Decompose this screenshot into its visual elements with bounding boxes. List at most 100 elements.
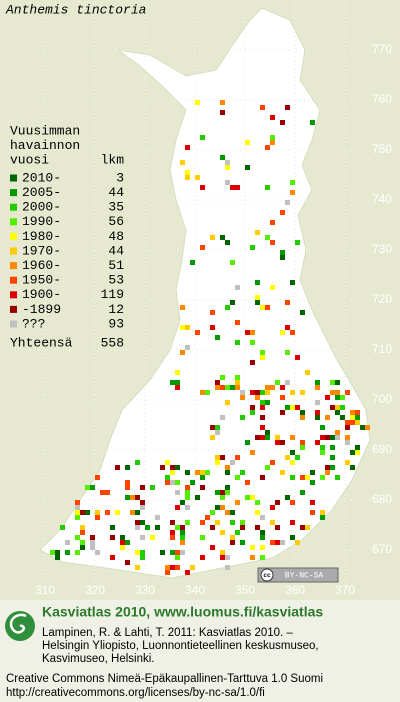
record-dot bbox=[230, 535, 235, 540]
record-dot bbox=[295, 455, 300, 460]
record-dot bbox=[125, 560, 130, 565]
record-dot bbox=[270, 115, 275, 120]
record-dot bbox=[250, 555, 255, 560]
record-dot bbox=[215, 430, 220, 435]
record-dot bbox=[165, 475, 170, 480]
record-dot bbox=[215, 460, 220, 465]
record-dot bbox=[270, 285, 275, 290]
record-dot bbox=[245, 165, 250, 170]
northing-label: 770 bbox=[372, 42, 392, 56]
record-dot bbox=[170, 550, 175, 555]
record-dot bbox=[65, 540, 70, 545]
record-dot bbox=[220, 555, 225, 560]
record-dot bbox=[340, 395, 345, 400]
record-dot bbox=[320, 435, 325, 440]
record-dot bbox=[245, 480, 250, 485]
record-dot bbox=[335, 435, 340, 440]
record-dot bbox=[225, 565, 230, 570]
record-dot bbox=[270, 385, 275, 390]
record-dot bbox=[120, 535, 125, 540]
record-dot bbox=[135, 460, 140, 465]
record-dot bbox=[265, 430, 270, 435]
record-dot bbox=[270, 460, 275, 465]
northing-label: 730 bbox=[372, 242, 392, 256]
records bbox=[50, 100, 370, 575]
record-dot bbox=[235, 380, 240, 385]
record-dot bbox=[280, 470, 285, 475]
record-dot bbox=[140, 535, 145, 540]
footer-background bbox=[0, 600, 400, 702]
record-dot bbox=[90, 540, 95, 545]
record-dot bbox=[170, 565, 175, 570]
record-dot bbox=[245, 330, 250, 335]
record-dot bbox=[230, 260, 235, 265]
record-dot bbox=[135, 550, 140, 555]
record-dot bbox=[55, 555, 60, 560]
record-dot bbox=[355, 415, 360, 420]
record-dot bbox=[275, 440, 280, 445]
record-dot bbox=[320, 425, 325, 430]
badge-icon-text: cc bbox=[263, 572, 271, 579]
record-dot bbox=[195, 100, 200, 105]
record-dot bbox=[330, 445, 335, 450]
legend-count: 119 bbox=[101, 287, 124, 302]
record-dot bbox=[90, 485, 95, 490]
legend-total-label: Yhteensä bbox=[10, 335, 73, 350]
record-dot bbox=[75, 515, 80, 520]
record-dot bbox=[185, 505, 190, 510]
record-dot bbox=[80, 530, 85, 535]
record-dot bbox=[260, 355, 265, 360]
record-dot bbox=[220, 550, 225, 555]
easting-label: 340 bbox=[185, 583, 205, 597]
record-dot bbox=[290, 390, 295, 395]
record-dot bbox=[225, 160, 230, 165]
record-dot bbox=[310, 510, 315, 515]
footer-text: Lampinen, R. & Lahti, T. 2011: Kasviatla… bbox=[6, 627, 323, 699]
northing-label: 690 bbox=[372, 442, 392, 456]
easting-label: 350 bbox=[235, 583, 255, 597]
record-dot bbox=[280, 250, 285, 255]
record-dot bbox=[220, 375, 225, 380]
record-dot bbox=[330, 380, 335, 385]
record-dot bbox=[140, 500, 145, 505]
record-dot bbox=[285, 380, 290, 385]
legend-count: 56 bbox=[108, 214, 124, 229]
legend-swatch bbox=[10, 189, 17, 197]
record-dot bbox=[90, 545, 95, 550]
record-dot bbox=[185, 175, 190, 180]
record-dot bbox=[230, 300, 235, 305]
record-dot bbox=[150, 485, 155, 490]
citation-line: Helsingin Yliopisto, Luonnontieteellinen… bbox=[42, 640, 319, 652]
record-dot bbox=[285, 105, 290, 110]
record-dot bbox=[300, 525, 305, 530]
record-dot bbox=[90, 535, 95, 540]
record-dot bbox=[80, 510, 85, 515]
easting-label: 330 bbox=[135, 583, 155, 597]
record-dot bbox=[285, 300, 290, 305]
record-dot bbox=[170, 470, 175, 475]
record-dot bbox=[110, 535, 115, 540]
record-dot bbox=[215, 335, 220, 340]
record-dot bbox=[305, 475, 310, 480]
record-dot bbox=[225, 470, 230, 475]
legend-swatch bbox=[10, 276, 17, 284]
record-dot bbox=[95, 475, 100, 480]
record-dot bbox=[290, 520, 295, 525]
record-dot bbox=[205, 390, 210, 395]
record-dot bbox=[200, 520, 205, 525]
record-dot bbox=[325, 465, 330, 470]
record-dot bbox=[175, 480, 180, 485]
record-dot bbox=[185, 495, 190, 500]
record-dot bbox=[260, 400, 265, 405]
record-dot bbox=[185, 170, 190, 175]
northing-label: 740 bbox=[372, 192, 392, 206]
legend-heading: vuosi bbox=[10, 152, 49, 167]
record-dot bbox=[220, 530, 225, 535]
record-dot bbox=[300, 310, 305, 315]
record-dot bbox=[270, 540, 275, 545]
record-dot bbox=[315, 380, 320, 385]
record-dot bbox=[260, 425, 265, 430]
record-dot bbox=[75, 500, 80, 505]
record-dot bbox=[185, 490, 190, 495]
license-badge: cc BY-NC-SA bbox=[257, 567, 339, 583]
